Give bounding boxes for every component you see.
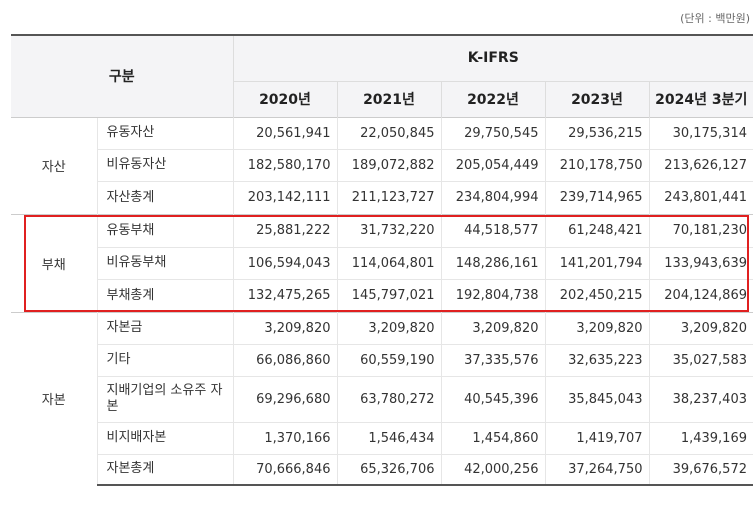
cell-value: 70,181,230 — [648, 213, 753, 247]
cell-value: 145,797,021 — [336, 278, 441, 312]
row-label: 유동자산 — [96, 116, 233, 149]
table-row: 비지배자본 1,370,166 1,546,434 1,454,860 1,41… — [11, 421, 753, 454]
cell-value: 66,086,860 — [232, 343, 337, 376]
cell-value: 3,209,820 — [648, 311, 753, 344]
group-label-equity: 자본 — [11, 311, 97, 485]
cell-value: 239,714,965 — [544, 180, 649, 214]
group-label-liabilities: 부채 — [11, 213, 97, 312]
cell-value: 205,054,449 — [440, 148, 545, 181]
cell-value: 132,475,265 — [232, 278, 337, 312]
cell-value: 30,175,314 — [648, 116, 753, 149]
row-label: 자본총계 — [96, 453, 233, 486]
cell-value: 20,561,941 — [232, 116, 337, 149]
cell-value: 40,545,396 — [440, 375, 545, 422]
cell-value: 204,124,869 — [648, 278, 753, 312]
year-header: 2023년 — [544, 80, 649, 117]
row-label: 기타 — [96, 343, 233, 376]
year-header: 2024년 3분기 — [648, 80, 753, 117]
table-row: 자산총계 203,142,111 211,123,727 234,804,994… — [11, 180, 753, 214]
year-header: 2022년 — [440, 80, 545, 117]
cell-value: 25,881,222 — [232, 213, 337, 247]
cell-value: 42,000,256 — [440, 453, 545, 486]
table-row: 자본 자본금 3,209,820 3,209,820 3,209,820 3,2… — [11, 311, 753, 485]
cell-value: 192,804,738 — [440, 278, 545, 312]
cell-value: 44,518,577 — [440, 213, 545, 247]
cell-value: 3,209,820 — [336, 311, 441, 344]
row-label: 지배기업의 소유주 자본 — [96, 375, 233, 422]
cell-value: 37,264,750 — [544, 453, 649, 486]
cell-value: 1,419,707 — [544, 421, 649, 454]
cell-value: 133,943,639 — [648, 246, 753, 279]
cell-value: 243,801,441 — [648, 180, 753, 214]
row-label: 유동부채 — [96, 213, 233, 247]
table-row: 자본총계 70,666,846 65,326,706 42,000,256 37… — [11, 453, 753, 486]
table-row: 지배기업의 소유주 자본 69,296,680 63,780,272 40,54… — [11, 375, 753, 422]
cell-value: 1,454,860 — [440, 421, 545, 454]
table-row: 부채 유동부채 25,881,222 31,732,220 44,518,577… — [11, 213, 753, 312]
table-row: 비유동부채 106,594,043 114,064,801 148,286,16… — [11, 246, 753, 279]
cell-value: 1,370,166 — [232, 421, 337, 454]
cell-value: 37,335,576 — [440, 343, 545, 376]
row-label: 자본금 — [96, 311, 233, 344]
cell-value: 182,580,170 — [232, 148, 337, 181]
cell-value: 61,248,421 — [544, 213, 649, 247]
kifrs-header: K-IFRS — [232, 34, 753, 81]
cell-value: 35,027,583 — [648, 343, 753, 376]
cell-value: 63,780,272 — [336, 375, 441, 422]
row-label: 비지배자본 — [96, 421, 233, 454]
cell-value: 70,666,846 — [232, 453, 337, 486]
cell-value: 189,072,882 — [336, 148, 441, 181]
cell-value: 65,326,706 — [336, 453, 441, 486]
balance-sheet-table: 구분 K-IFRS 2020년 2021년 2022년 2023년 2024년 … — [11, 34, 753, 486]
group-label-assets: 자산 — [11, 116, 97, 214]
table-row: 비유동자산 182,580,170 189,072,882 205,054,44… — [11, 148, 753, 181]
year-header: 2020년 — [232, 80, 337, 117]
cell-value: 1,546,434 — [336, 421, 441, 454]
row-label: 부채총계 — [96, 278, 233, 312]
cell-value: 39,676,572 — [648, 453, 753, 486]
cell-value: 1,439,169 — [648, 421, 753, 454]
cell-value: 211,123,727 — [336, 180, 441, 214]
cell-value: 3,209,820 — [544, 311, 649, 344]
cell-value: 203,142,111 — [232, 180, 337, 214]
row-label: 비유동자산 — [96, 148, 233, 181]
cell-value: 31,732,220 — [336, 213, 441, 247]
unit-note: (단위 : 백만원) — [680, 12, 750, 25]
cell-value: 3,209,820 — [440, 311, 545, 344]
cell-value: 234,804,994 — [440, 180, 545, 214]
table-row: 부채총계 132,475,265 145,797,021 192,804,738… — [11, 278, 753, 312]
cell-value: 202,450,215 — [544, 278, 649, 312]
cell-value: 35,845,043 — [544, 375, 649, 422]
table-row: 기타 66,086,860 60,559,190 37,335,576 32,6… — [11, 343, 753, 376]
row-label: 자산총계 — [96, 180, 233, 214]
year-header: 2021년 — [336, 80, 441, 117]
cell-value: 213,626,127 — [648, 148, 753, 181]
cell-value: 22,050,845 — [336, 116, 441, 149]
category-header: 구분 — [11, 34, 233, 117]
cell-value: 29,750,545 — [440, 116, 545, 149]
row-label: 비유동부채 — [96, 246, 233, 279]
cell-value: 114,064,801 — [336, 246, 441, 279]
table-row: 자산 유동자산 20,561,941 22,050,845 29,750,545… — [11, 116, 753, 214]
cell-value: 38,237,403 — [648, 375, 753, 422]
cell-value: 69,296,680 — [232, 375, 337, 422]
cell-value: 148,286,161 — [440, 246, 545, 279]
cell-value: 60,559,190 — [336, 343, 441, 376]
cell-value: 29,536,215 — [544, 116, 649, 149]
cell-value: 32,635,223 — [544, 343, 649, 376]
cell-value: 141,201,794 — [544, 246, 649, 279]
cell-value: 3,209,820 — [232, 311, 337, 344]
cell-value: 210,178,750 — [544, 148, 649, 181]
cell-value: 106,594,043 — [232, 246, 337, 279]
